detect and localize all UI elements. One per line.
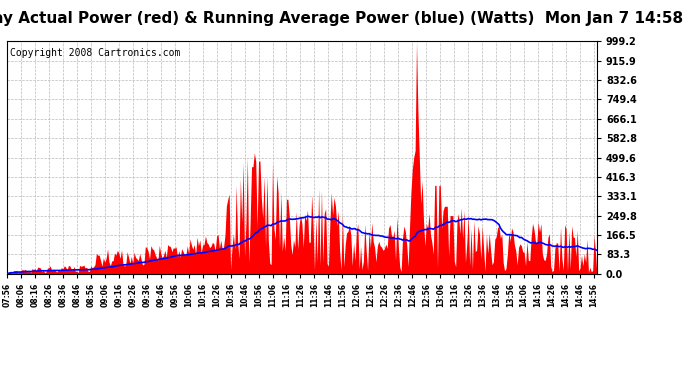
Text: Copyright 2008 Cartronics.com: Copyright 2008 Cartronics.com — [10, 48, 180, 58]
Text: East Array Actual Power (red) & Running Average Power (blue) (Watts)  Mon Jan 7 : East Array Actual Power (red) & Running … — [0, 11, 683, 26]
